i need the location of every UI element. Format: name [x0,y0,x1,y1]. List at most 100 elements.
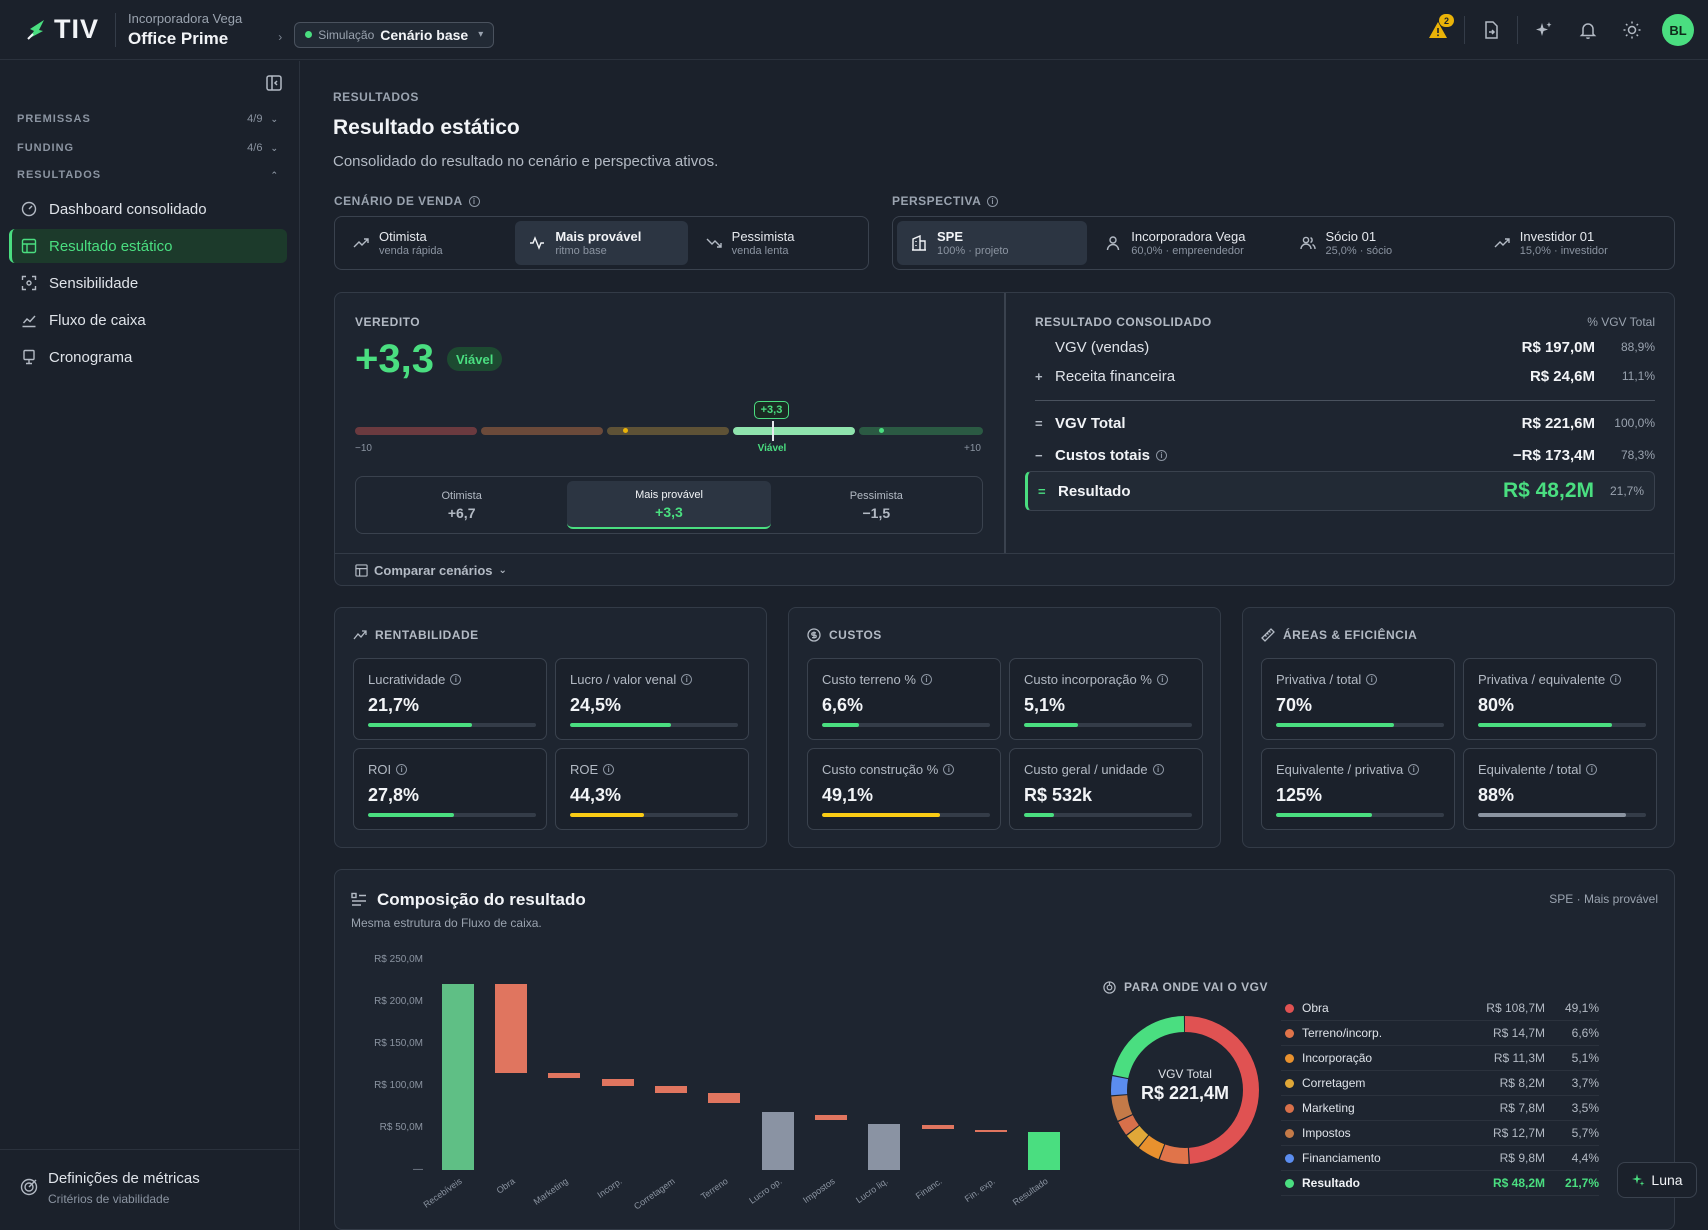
compare-scenarios-button[interactable]: Comparar cenários ⌄ [335,553,1674,586]
cenario-option-otimista[interactable]: Otimista venda rápida [339,221,511,265]
info-icon[interactable]: i [1610,674,1622,685]
info-icon[interactable]: i [681,674,693,685]
info-icon[interactable]: i [1586,764,1598,775]
tab-value: +6,7 [447,504,476,521]
top-actions: 2 BL [1416,0,1694,60]
composicao-title: Composição do resultado [377,890,586,909]
info-icon[interactable]: i [1156,674,1168,685]
kpi-bar [1024,723,1192,727]
composicao-card: Composição do resultado Mesma estrutura … [334,869,1675,1230]
theme-toggle-button[interactable] [1610,8,1654,52]
info-icon[interactable]: i [1408,764,1420,775]
tab-otimista[interactable]: Otimista +6,7 [360,481,563,529]
perspectiva-option-spe[interactable]: SPE 100% · projeto [897,221,1088,265]
info-icon[interactable]: i [468,195,480,207]
donut-slice[interactable] [1111,1016,1259,1164]
tab-value: +3,3 [655,503,683,520]
perspectiva-label: PERSPECTIVA i [892,194,999,208]
row-pct: 11,1% [1621,369,1655,383]
waterfall-bar[interactable] [815,1114,847,1121]
avatar[interactable]: BL [1662,14,1694,46]
perspectiva-option-incorporadora[interactable]: Incorporadora Vega 60,0% · empreendedor [1091,221,1281,265]
waterfall-bar[interactable] [655,1086,687,1093]
metrics-definitions-link[interactable]: Definições de métricas Critérios de viab… [0,1149,300,1230]
ruler-icon [1261,628,1275,642]
luna-assistant-button[interactable]: Luna [1617,1162,1697,1198]
logo[interactable]: TIV [24,0,99,60]
sidebar-section-resultados[interactable]: RESULTADOS ⌃ [17,169,279,181]
sidebar-item-dashboard[interactable]: Dashboard consolidado [9,192,287,226]
export-button[interactable] [1469,8,1513,52]
sidebar-item-resultado-estatico[interactable]: Resultado estático [9,229,287,263]
alerts-button[interactable]: 2 [1416,8,1460,52]
info-icon[interactable]: i [450,674,462,685]
kpi-label-text: Privativa / total [1276,672,1362,687]
gauge-segment [607,427,729,435]
waterfall-bar[interactable] [441,983,474,1170]
sidebar-collapse-icon[interactable] [264,73,284,93]
sidebar: PREMISSAS 4/9 ⌄ FUNDING 4/6 ⌄ RESULTADOS… [0,61,300,1230]
sidebar-item-cronograma[interactable]: Cronograma [9,340,287,374]
info-icon[interactable]: i [396,764,408,775]
tab-pessimista[interactable]: Pessimista −1,5 [775,481,978,529]
cenario-option-mais-provavel[interactable]: Mais provável ritmo base [515,221,688,265]
trend-up-icon [353,630,367,640]
kpi-bar-fill [1276,813,1372,817]
sidebar-section-premissas[interactable]: PREMISSAS 4/9 ⌄ [17,113,279,125]
project-selector[interactable]: Incorporadora Vega Office Prime [128,11,242,49]
perspectiva-option-socio[interactable]: Sócio 01 25,0% · sócio [1286,221,1476,265]
resultado-row: − Custos totais i −R$ 173,4M 78,3% [1035,441,1655,469]
waterfall-bar[interactable] [921,1124,954,1129]
kpi-value: 5,1% [1024,695,1066,715]
waterfall-bar[interactable] [495,983,527,1074]
sidebar-item-fluxo-de-caixa[interactable]: Fluxo de caixa [9,303,287,337]
divider [1464,16,1465,44]
waterfall-bar[interactable] [1028,1132,1061,1170]
table-icon [355,563,368,577]
info-icon[interactable]: i [603,764,615,775]
row-operator: + [1035,368,1043,384]
info-icon[interactable]: i [1152,764,1164,775]
cenario-option-pessimista[interactable]: Pessimista venda lenta [692,221,864,265]
legend-value: R$ 14,7M [1492,1026,1545,1040]
chevron-down-icon: ⌄ [270,113,279,124]
simulation-selector[interactable]: Simulação Cenário base ▾ [294,21,495,48]
perspectiva-option-investidor[interactable]: Investidor 01 15,0% · investidor [1480,221,1670,265]
ai-button[interactable] [1522,8,1566,52]
info-icon[interactable]: i [943,764,955,775]
kpi-label: Custo geral / unidade i [1024,762,1164,777]
info-icon[interactable]: i [987,195,999,207]
legend-name: Resultado [1302,1176,1361,1190]
user-tie-icon [1107,236,1120,251]
legend-name: Obra [1302,1001,1329,1015]
legend-item: Marketing R$ 7,8M 3,5% [1281,1096,1599,1121]
waterfall-bar[interactable] [601,1079,634,1086]
info-icon[interactable]: i [1366,674,1378,685]
tab-value: −1,5 [862,504,891,521]
row-label: VGV (vendas) [1055,338,1150,356]
waterfall-bar[interactable] [548,1073,581,1078]
waterfall-bar[interactable] [975,1129,1007,1132]
waterfall-bar[interactable] [761,1112,794,1170]
sidebar-item-sensibilidade[interactable]: Sensibilidade [9,266,287,300]
kpi-equivalente-privativa: Equivalente / privativa i 125% [1261,748,1455,830]
kpi-value: 6,6% [822,695,864,715]
tab-mais-provavel[interactable]: Mais provável +3,3 [567,481,771,529]
donut-center-value: R$ 221,4M [1140,1083,1230,1103]
donut-title: PARA ONDE VAI O VGV [1103,980,1268,994]
sidebar-section-funding[interactable]: FUNDING 4/6 ⌄ [17,142,279,154]
donut-slice[interactable] [1111,1016,1259,1164]
page-title: Resultado estático [333,116,520,139]
waterfall-bar[interactable] [708,1092,741,1103]
veredito-gauge: +3,3 [355,401,983,441]
users-icon [1299,236,1316,250]
info-icon[interactable]: i [920,674,932,685]
info-icon[interactable]: i [1156,449,1168,461]
donut-slice[interactable] [1111,1016,1259,1164]
notifications-button[interactable] [1566,8,1610,52]
status-badge: Viável [447,347,503,371]
kpi-label: Custo construção % i [822,762,955,777]
legend-name: Corretagem [1302,1076,1366,1090]
compare-label: Comparar cenários [374,562,493,578]
waterfall-bar[interactable] [868,1123,901,1170]
